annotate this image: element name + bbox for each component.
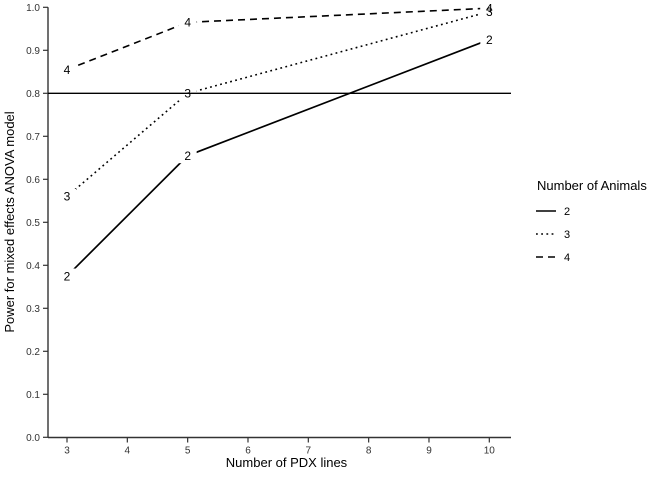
point-label-halo — [178, 148, 197, 164]
y-tick-label: 0.2 — [26, 347, 40, 358]
point-label-halo — [58, 189, 76, 204]
y-tick-label: 0.0 — [26, 433, 40, 444]
x-tick-label: 3 — [64, 446, 70, 457]
point-label-halo — [58, 268, 76, 284]
point-label-4: 4 — [184, 16, 191, 30]
point-label-2: 2 — [184, 149, 191, 163]
y-tick-label: 0.4 — [26, 261, 40, 272]
series-line-3-animals — [66, 10, 490, 198]
x-tick-label: 5 — [185, 446, 191, 457]
legend-label-4: 4 — [564, 252, 570, 264]
series-line-4-animals — [66, 7, 490, 71]
point-label-4: 4 — [486, 1, 493, 15]
x-tick-label: 9 — [426, 446, 432, 457]
y-tick-label: 0.5 — [26, 218, 40, 229]
series-line-2-animals — [66, 38, 490, 277]
point-label-halo — [58, 62, 76, 78]
y-tick-label: 0.9 — [26, 46, 40, 57]
y-tick-label: 0.3 — [26, 304, 40, 315]
y-tick-label: 0.7 — [26, 132, 40, 143]
x-tick-label: 6 — [245, 446, 251, 457]
x-tick-label: 7 — [306, 446, 312, 457]
x-tick-label: 4 — [125, 446, 131, 457]
x-axis-title: Number of PDX lines — [226, 455, 348, 470]
point-label-halo — [178, 14, 197, 30]
point-label-halo — [480, 0, 499, 16]
y-axis-title: Power for mixed effects ANOVA model — [2, 111, 17, 332]
point-label-2: 2 — [64, 269, 71, 283]
y-tick-label: 0.6 — [26, 175, 40, 186]
legend-label-3: 3 — [564, 229, 570, 241]
point-label-halo — [480, 32, 499, 48]
y-tick-label: 0.8 — [26, 89, 40, 100]
point-label-2: 2 — [486, 33, 493, 47]
legend-label-2: 2 — [564, 206, 570, 218]
x-tick-label: 8 — [366, 446, 372, 457]
point-label-4: 4 — [64, 63, 71, 77]
legend-title: Number of Animals — [537, 178, 647, 193]
point-label-3: 3 — [64, 190, 71, 204]
y-tick-label: 0.1 — [26, 390, 40, 401]
point-label-3: 3 — [486, 5, 493, 19]
x-tick-label: 10 — [484, 446, 496, 457]
y-tick-label: 1.0 — [26, 3, 40, 14]
point-label-3: 3 — [184, 87, 191, 101]
